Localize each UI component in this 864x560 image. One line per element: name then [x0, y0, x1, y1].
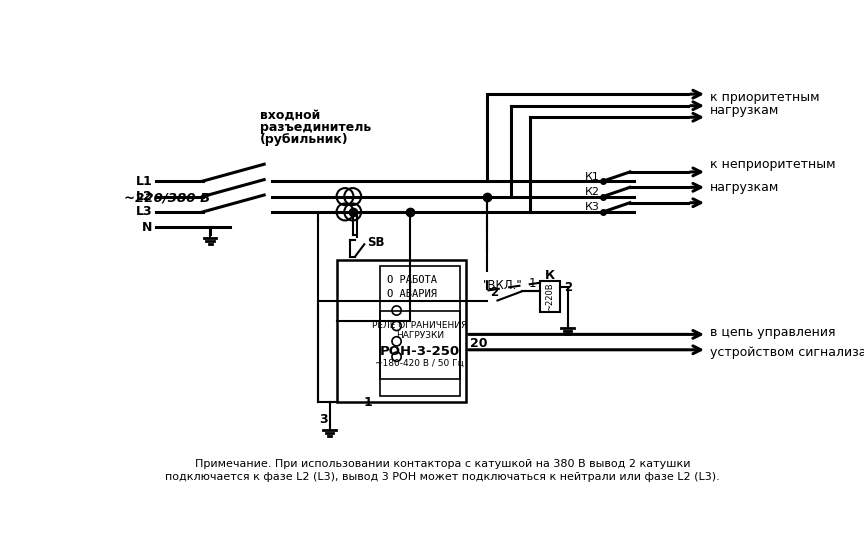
Text: устройством сигнализации: устройством сигнализации	[710, 347, 864, 360]
Text: N: N	[143, 221, 153, 234]
Text: L2: L2	[136, 190, 153, 203]
Text: входной: входной	[260, 109, 321, 122]
Bar	[540, 281, 560, 312]
Text: РЕЛЕ ОГРАНИЧЕНИЯ: РЕЛЕ ОГРАНИЧЕНИЯ	[372, 321, 467, 330]
Text: 3: 3	[320, 413, 328, 426]
Bar	[379, 266, 460, 379]
Text: L1: L1	[136, 175, 153, 188]
Text: SB: SB	[367, 236, 384, 249]
Text: ~220/380 В: ~220/380 В	[124, 192, 210, 204]
Text: ~220В: ~220В	[545, 282, 555, 311]
Text: в цепь управления: в цепь управления	[710, 326, 835, 339]
Text: нагрузкам: нагрузкам	[710, 104, 779, 117]
Text: подключается к фазе L2 (L3), вывод 3 РОН может подключаться к нейтрали или фазе : подключается к фазе L2 (L3), вывод 3 РОН…	[165, 472, 721, 482]
Text: Примечание. При использовании контактора с катушкой на 380 В вывод 2 катушки: Примечание. При использовании контактора…	[195, 459, 690, 469]
Text: К: К	[545, 269, 555, 282]
Text: О РАБОТА: О РАБОТА	[387, 275, 437, 284]
Text: 2: 2	[564, 281, 573, 294]
Text: к неприоритетным: к неприоритетным	[710, 158, 835, 171]
Text: 2: 2	[491, 286, 499, 299]
Text: 20: 20	[470, 337, 487, 350]
Text: К1: К1	[585, 171, 600, 181]
Text: ~180-420 В / 50 Гц: ~180-420 В / 50 Гц	[375, 359, 464, 368]
Text: 1: 1	[529, 277, 536, 290]
Text: "ВКЛ.": "ВКЛ."	[483, 279, 523, 292]
Text: (рубильник): (рубильник)	[260, 133, 349, 146]
Text: L3: L3	[136, 206, 153, 218]
Text: нагрузкам: нагрузкам	[710, 181, 779, 194]
Text: НАГРУЗКИ: НАГРУЗКИ	[396, 332, 444, 340]
Bar	[337, 260, 466, 402]
Bar	[379, 311, 460, 396]
Text: К2: К2	[585, 187, 600, 197]
Text: 1: 1	[363, 396, 372, 409]
Text: разъединитель: разъединитель	[260, 121, 372, 134]
Text: К3: К3	[585, 202, 600, 212]
Text: О АВАРИЯ: О АВАРИЯ	[387, 288, 437, 298]
Text: РОН-3-250: РОН-3-250	[379, 345, 460, 358]
Text: к приоритетным: к приоритетным	[710, 91, 820, 105]
